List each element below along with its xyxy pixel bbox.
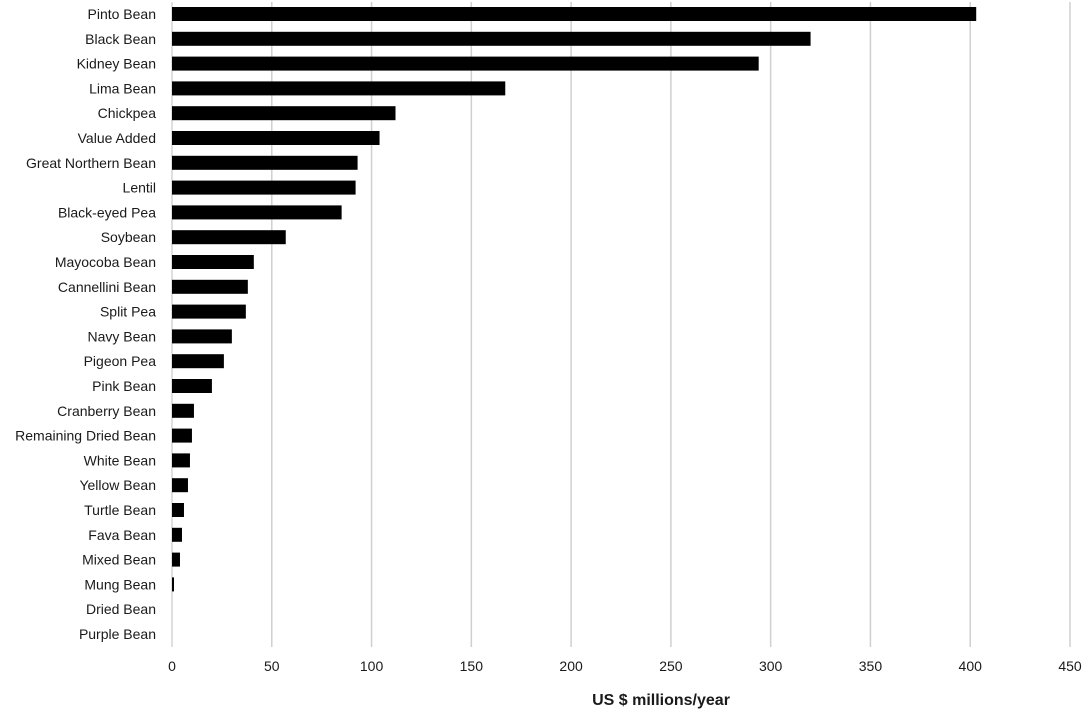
category-label: Black-eyed Pea [58, 204, 156, 220]
category-label: Turtle Bean [84, 502, 156, 518]
bar [172, 552, 180, 567]
x-tick-label: 250 [659, 658, 683, 674]
bar [172, 577, 174, 592]
x-axis-title: US $ millions/year [592, 692, 730, 709]
bar [172, 255, 254, 269]
bar [172, 7, 977, 21]
bars [172, 7, 977, 592]
category-label: Soybean [101, 229, 156, 245]
bar [172, 155, 358, 170]
category-label: Pigeon Pea [84, 353, 157, 369]
category-label: Purple Bean [79, 626, 156, 642]
x-tick-label: 350 [859, 658, 883, 674]
category-label: Fava Bean [88, 527, 156, 543]
category-label: Lentil [123, 180, 156, 196]
bar [172, 503, 184, 517]
bar [172, 279, 248, 294]
bar [172, 379, 212, 393]
x-tick-label: 150 [460, 658, 484, 674]
x-tick-labels: 0 50 100 150 200 250 300 350 400 450 [168, 658, 1082, 674]
gridlines [171, 2, 1071, 647]
category-label: Great Northern Bean [26, 155, 156, 171]
category-label: Mung Bean [84, 576, 156, 592]
category-label: Remaining Dried Bean [15, 428, 156, 444]
bar [172, 329, 232, 344]
bar [172, 230, 286, 245]
category-label: Mixed Bean [82, 552, 156, 568]
category-label: Black Bean [85, 31, 156, 47]
category-label: Pink Bean [92, 378, 156, 394]
bar [172, 31, 811, 46]
bar [172, 428, 192, 443]
category-label: Cannellini Bean [58, 279, 156, 295]
bar [172, 180, 356, 195]
bar [172, 81, 506, 96]
bar [172, 453, 190, 468]
x-tick-label: 450 [1058, 658, 1082, 674]
x-tick-label: 400 [959, 658, 983, 674]
bar [172, 131, 380, 145]
category-label: Dried Bean [86, 601, 156, 617]
x-tick-label: 200 [559, 658, 583, 674]
bar [172, 478, 188, 493]
category-label: Split Pea [100, 304, 156, 320]
category-label: Pinto Bean [88, 6, 157, 22]
bar [172, 304, 246, 319]
x-tick-label: 300 [759, 658, 783, 674]
category-label: White Bean [84, 452, 156, 468]
x-tick-label: 0 [168, 658, 176, 674]
category-label: Lima Bean [89, 80, 156, 96]
category-label: Mayocoba Bean [55, 254, 156, 270]
x-tick-label: 100 [360, 658, 384, 674]
category-label: Cranberry Bean [57, 403, 156, 419]
bar [172, 106, 396, 121]
category-label: Chickpea [98, 105, 157, 121]
bar [172, 527, 182, 542]
category-label: Yellow Bean [79, 477, 156, 493]
bar [172, 354, 224, 369]
bar [172, 56, 759, 71]
category-label: Value Added [78, 130, 156, 146]
bar [172, 205, 342, 220]
category-label: Kidney Bean [77, 56, 156, 72]
category-labels: Pinto Bean Black Bean Kidney Bean Lima Bean… [15, 6, 156, 642]
bar [172, 403, 194, 418]
category-label: Navy Bean [88, 328, 156, 344]
x-tick-label: 50 [264, 658, 280, 674]
